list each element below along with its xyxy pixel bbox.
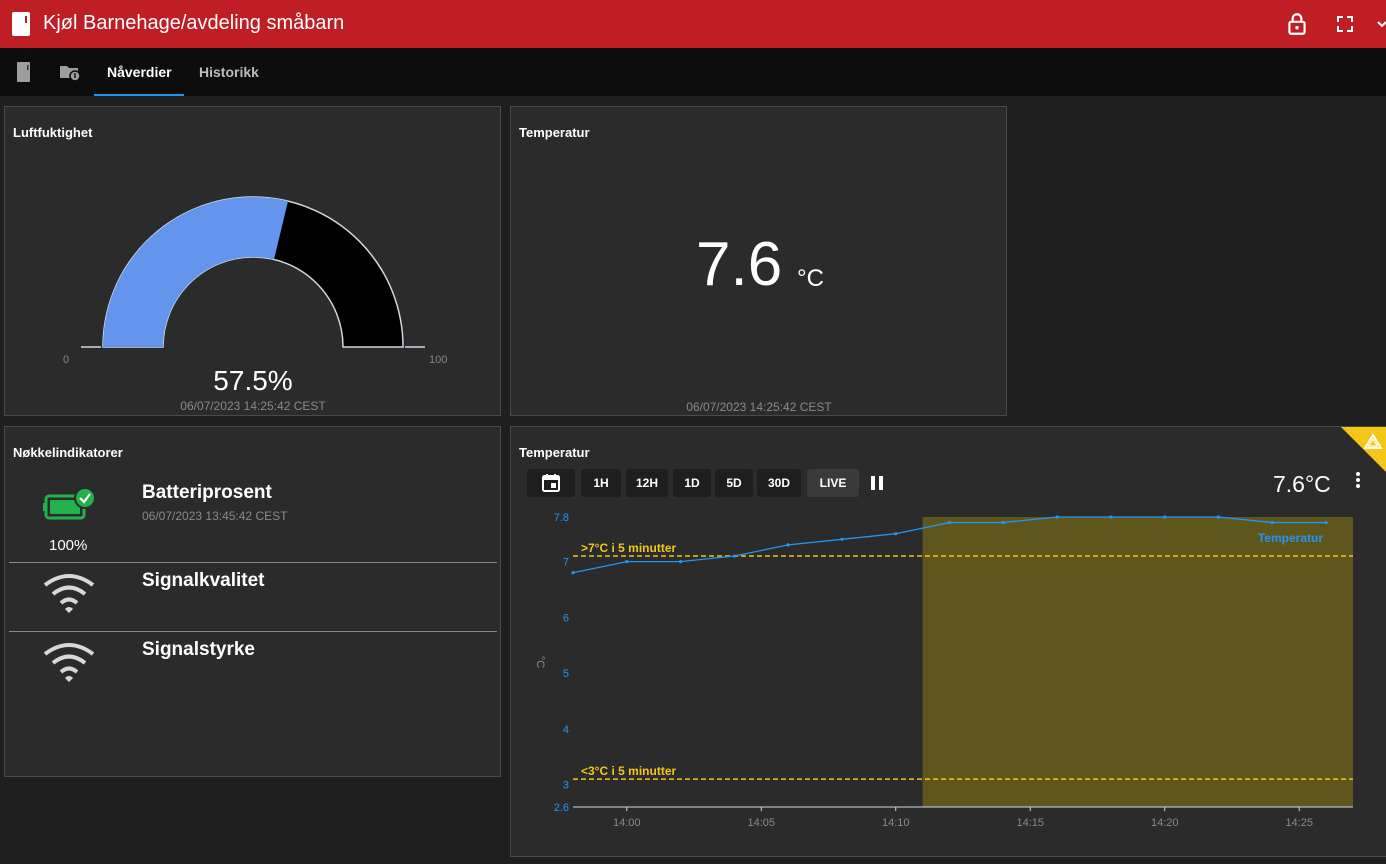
range-1d-button[interactable]: 1D — [673, 469, 711, 497]
page-title: Kjøl Barnehage/avdeling småbarn — [43, 12, 345, 34]
divider — [9, 631, 497, 632]
lock-icon[interactable] — [1284, 11, 1310, 37]
humidity-card: Luftfuktighet 0 100 57.5% 06/07/2023 14:… — [4, 106, 501, 416]
humidity-timestamp: 06/07/2023 14:25:42 CEST — [180, 399, 326, 413]
series-legend-label: Temperatur — [1258, 531, 1323, 545]
card-title: Luftfuktighet — [13, 125, 93, 140]
data-point — [1270, 520, 1274, 525]
active-tab-indicator — [94, 94, 184, 96]
calendar-icon — [542, 474, 560, 492]
alarm-highlight-region — [922, 517, 1353, 807]
y-tick-label: 5 — [563, 668, 569, 680]
battery-percent: 100% — [49, 537, 88, 554]
data-point — [786, 543, 790, 547]
range-live-button[interactable]: LIVE — [807, 469, 859, 497]
range-1h-button[interactable]: 1H — [581, 469, 621, 497]
indicator-timestamp: 06/07/2023 13:45:42 CEST — [142, 509, 288, 523]
range-30d-button[interactable]: 30D — [757, 469, 801, 497]
x-tick-label: 14:00 — [613, 817, 641, 829]
data-point — [1001, 520, 1005, 525]
date-picker-button[interactable] — [527, 469, 575, 497]
chart-current-value: 7.6°C — [1273, 471, 1331, 497]
temperature-unit: °C — [797, 265, 824, 292]
tab-naverdier[interactable]: Nåverdier — [107, 64, 172, 80]
temperature-value: 7.6 — [696, 230, 783, 299]
temperature-chart-card: Temperatur 1H 12H 1D 5D 30D LIVE 7.6°C 1… — [510, 426, 1386, 857]
y-tick-label: 6 — [563, 612, 569, 624]
threshold-label: <3°C i 5 minutter — [581, 764, 676, 778]
threshold-label: >7°C i 5 minutter — [581, 541, 676, 555]
data-point — [1163, 515, 1167, 519]
temperature-card: Temperatur 7.6 °C 06/07/2023 14:25:42 CE… — [510, 106, 1007, 416]
gauge-fill — [103, 196, 289, 347]
data-point — [571, 571, 575, 575]
range-5d-button[interactable]: 5D — [715, 469, 753, 497]
chevron-down-icon[interactable] — [1376, 12, 1386, 36]
divider — [9, 562, 497, 563]
pause-icon[interactable] — [869, 475, 885, 491]
tab-historikk[interactable]: Historikk — [199, 64, 259, 80]
card-title: Temperatur — [519, 445, 590, 460]
card-title: Temperatur — [519, 125, 590, 140]
more-options-icon[interactable] — [1351, 471, 1365, 491]
data-point — [840, 537, 844, 541]
x-tick-label: 14:05 — [748, 817, 776, 829]
range-12h-button[interactable]: 12H — [626, 469, 668, 497]
gauge-max-label: 100 — [429, 354, 448, 366]
data-point — [1324, 520, 1328, 525]
y-tick-label: 4 — [563, 724, 569, 736]
x-tick-label: 14:15 — [1016, 817, 1044, 829]
y-tick-label: 7 — [563, 557, 569, 569]
fullscreen-icon[interactable] — [1333, 12, 1357, 36]
indicator-name: Signalkvalitet — [142, 570, 265, 591]
indicator-name: Batteriprosent — [142, 482, 272, 503]
key-indicators-card: Nøkkelindikatorer 100% Batteriprosent 06… — [4, 426, 501, 777]
data-point — [1055, 515, 1059, 519]
data-point — [894, 532, 898, 536]
tab-bar: Nåverdier Historikk — [0, 48, 1386, 96]
battery-check-icon — [43, 487, 96, 520]
indicator-name: Signalstyrke — [142, 639, 255, 660]
y-tick-label: 2.6 — [554, 802, 569, 814]
humidity-gauge — [81, 196, 425, 348]
data-point — [678, 560, 683, 564]
data-point — [625, 560, 629, 564]
wifi-icon — [43, 643, 95, 682]
temperature-timestamp: 06/07/2023 14:25:42 CEST — [686, 400, 832, 414]
temperature-chart: 14:00 14:05 14:10 14:15 14:20 14:25 2.6 3 4 5 6 7 7.… — [534, 512, 1353, 829]
x-tick-label: 14:10 — [882, 817, 910, 829]
data-point — [1216, 515, 1221, 519]
fridge-icon — [12, 12, 30, 36]
data-point — [1109, 515, 1113, 519]
y-tick-label: 7.8 — [554, 512, 569, 524]
warning-icon[interactable] — [1340, 426, 1386, 474]
x-tick-label: 14:20 — [1151, 817, 1179, 829]
data-point — [947, 520, 952, 525]
device-icon[interactable] — [12, 60, 36, 84]
y-tick-label: 3 — [563, 780, 569, 792]
gauge-min-label: 0 — [63, 354, 70, 366]
device-info-icon[interactable] — [58, 60, 82, 84]
card-title: Nøkkelindikatorer — [13, 445, 123, 460]
y-axis-label: °C — [534, 656, 546, 668]
data-point — [732, 554, 736, 558]
humidity-value: 57.5% — [213, 365, 293, 396]
wifi-icon — [43, 574, 95, 613]
app-header: Kjøl Barnehage/avdeling småbarn — [0, 0, 1386, 48]
x-tick-label: 14:25 — [1285, 817, 1313, 829]
